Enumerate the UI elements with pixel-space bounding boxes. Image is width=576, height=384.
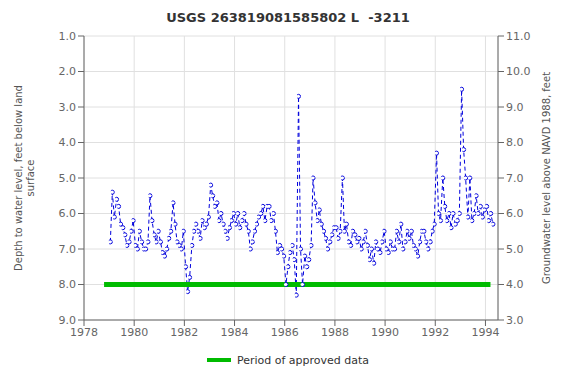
- svg-text:1.0: 1.0: [59, 30, 77, 43]
- svg-text:7.0: 7.0: [59, 243, 77, 256]
- svg-text:7.0: 7.0: [506, 172, 524, 185]
- svg-text:Depth to water level, feet bel: Depth to water level, feet below landsur…: [13, 85, 36, 271]
- svg-text:3.0: 3.0: [59, 101, 77, 114]
- html-text:USGS 263819081585802 L -3211: USGS 263819081585802 L -3211: [166, 10, 410, 25]
- svg-text:6.0: 6.0: [506, 207, 524, 220]
- svg-text:8.0: 8.0: [506, 136, 524, 149]
- svg-text:9.0: 9.0: [59, 314, 77, 327]
- svg-text:1986: 1986: [271, 326, 299, 339]
- svg-text:9.0: 9.0: [506, 101, 524, 114]
- svg-text:Groundwater level above NAVD 1: Groundwater level above NAVD 1988, feet: [541, 72, 552, 284]
- svg-text:1978: 1978: [70, 326, 98, 339]
- svg-text:1980: 1980: [120, 326, 148, 339]
- svg-text:5.0: 5.0: [59, 172, 77, 185]
- svg-text:8.0: 8.0: [59, 278, 77, 291]
- svg-text:1992: 1992: [421, 326, 449, 339]
- svg-text:5.0: 5.0: [506, 243, 524, 256]
- svg-text:1988: 1988: [321, 326, 349, 339]
- html-text:Period of approved data: Period of approved data: [236, 353, 370, 367]
- svg-text:2.0: 2.0: [59, 65, 77, 78]
- svg-text:10.0: 10.0: [506, 65, 531, 78]
- svg-text:1994: 1994: [471, 326, 499, 339]
- svg-text:4.0: 4.0: [506, 278, 524, 291]
- svg-text:1984: 1984: [221, 326, 249, 339]
- svg-text:4.0: 4.0: [59, 136, 77, 149]
- svg-text:6.0: 6.0: [59, 207, 77, 220]
- svg-text:11.0: 11.0: [506, 30, 531, 43]
- svg-text:1990: 1990: [371, 326, 399, 339]
- svg-text:1982: 1982: [170, 326, 198, 339]
- svg-text:3.0: 3.0: [506, 314, 524, 327]
